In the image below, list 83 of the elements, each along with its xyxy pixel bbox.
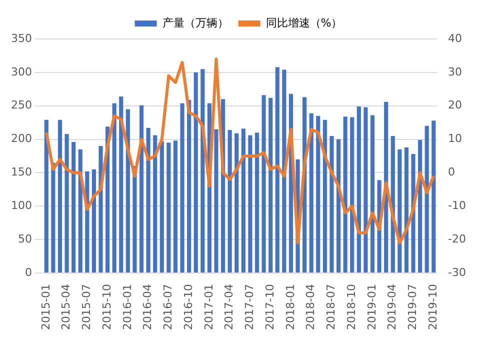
bar: [78, 149, 82, 273]
y-tick-label: 0: [24, 266, 32, 279]
y-tick-label: 250: [10, 98, 32, 112]
y2-tick-label: 30: [448, 65, 462, 78]
x-tick-label: 2016-10: [182, 284, 195, 330]
bar: [309, 113, 314, 273]
bar: [432, 120, 436, 273]
y-tick-label: 150: [10, 166, 32, 179]
x-tick-label: 2017-07: [243, 284, 256, 330]
x-tick-label: 2019-10: [426, 284, 440, 330]
y2-tick-label: 0: [448, 166, 456, 179]
bar: [139, 105, 144, 273]
x-tick-label: 2017-01: [202, 284, 216, 330]
x-tick-label: 2018-01: [284, 284, 297, 330]
bar: [166, 142, 171, 273]
bar: [180, 103, 184, 273]
bar: [356, 106, 361, 273]
bar: [112, 103, 116, 273]
bar: [370, 115, 375, 273]
x-tick-label: 2018-04: [304, 284, 318, 330]
y-tick-label: 200: [10, 132, 32, 146]
bar: [364, 107, 368, 273]
bar: [160, 141, 164, 273]
bar: [268, 98, 273, 273]
bar: [330, 136, 334, 273]
bar: [336, 139, 341, 273]
bar: [119, 96, 124, 273]
y-tick-label: 350: [10, 32, 32, 45]
bar: [275, 67, 280, 273]
x-tick-label: 2015-04: [60, 284, 73, 330]
x-tick-label: 2016-01: [120, 284, 134, 330]
bar: [44, 120, 48, 273]
x-tick-label: 2019-07: [406, 284, 420, 330]
bar: [350, 117, 354, 273]
y2-tick-label: 10: [448, 132, 462, 146]
x-tick-label: 2019-01: [365, 284, 378, 330]
y-tick-label: 300: [10, 65, 32, 78]
x-tick-label: 2018-10: [344, 284, 358, 330]
bar: [248, 135, 252, 273]
x-tick-label: 2016-04: [141, 284, 154, 330]
bar: [262, 95, 266, 273]
x-tick-label: 2016-07: [162, 284, 175, 330]
bar: [316, 116, 320, 273]
bar: [228, 130, 232, 273]
bar: [322, 120, 327, 273]
x-tick-label: 2015-01: [39, 284, 52, 330]
bar: [254, 132, 260, 273]
y-tick-label: 100: [10, 199, 32, 212]
x-tick-label: 2015-10: [100, 284, 114, 330]
bar: [173, 140, 178, 273]
bar: [234, 133, 239, 273]
bar: [51, 162, 56, 273]
bar: [126, 109, 130, 273]
y2-tick-label: -10: [448, 199, 466, 212]
bar: [424, 126, 429, 273]
bar: [64, 134, 69, 273]
bar: [187, 100, 192, 273]
y-tick-label: 50: [18, 232, 32, 246]
x-tick-label: 2019-04: [386, 284, 399, 330]
bar: [404, 147, 408, 273]
x-tick-label: 2015-07: [80, 284, 94, 330]
bar: [343, 116, 348, 273]
bar: [92, 169, 96, 273]
x-tick-label: 2017-04: [222, 284, 236, 330]
bar: [282, 70, 286, 273]
legend-label: 同比增速（%）: [266, 16, 342, 30]
x-tick-label: 2017-10: [263, 284, 276, 330]
y2-tick-label: 20: [448, 98, 462, 112]
bar: [72, 142, 76, 273]
y2-tick-label: -30: [448, 266, 466, 279]
y2-tick-label: -20: [448, 232, 466, 246]
bar: [153, 135, 158, 273]
bar: [194, 72, 198, 273]
bar: [214, 129, 218, 273]
bar: [146, 128, 150, 273]
y2-tick-label: 40: [448, 32, 462, 45]
x-tick-label: 2018-07: [324, 284, 338, 330]
bar: [58, 120, 62, 273]
bar: [398, 149, 402, 273]
legend-label: 产量（万辆）: [162, 16, 228, 30]
bar: [241, 128, 246, 273]
bar: [200, 69, 205, 273]
bar: [98, 146, 103, 273]
